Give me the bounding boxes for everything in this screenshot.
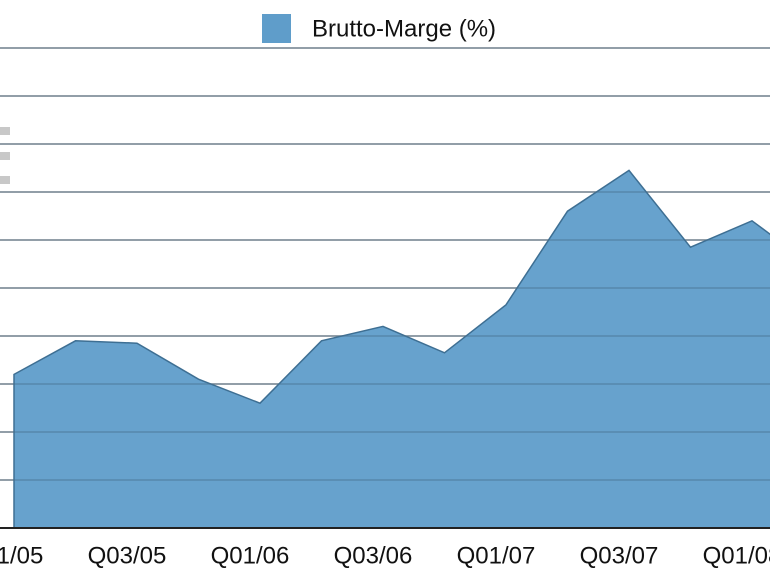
legend-swatch	[262, 14, 291, 43]
decor	[0, 176, 10, 184]
x-tick-label: Q01/07	[457, 542, 536, 569]
legend-label: Brutto-Marge (%)	[312, 15, 496, 42]
x-tick-label: Q01/08	[703, 542, 770, 569]
x-tick-label: Q01/06	[211, 542, 290, 569]
x-axis: Q01/05 Q03/05 Q01/06 Q03/06 Q01/07 Q03/07 Q01/…	[0, 527, 770, 569]
plot	[0, 47, 770, 529]
x-tick-label: Q01/05	[0, 542, 43, 569]
x-tick-label: Q03/07	[580, 542, 659, 569]
x-tick-label: Q03/05	[88, 542, 167, 569]
area	[13, 169, 770, 529]
decor	[0, 152, 10, 160]
decor	[0, 127, 10, 135]
x-tick-label: Q03/06	[334, 542, 413, 569]
legend: Brutto-Marge (%)	[262, 14, 496, 43]
